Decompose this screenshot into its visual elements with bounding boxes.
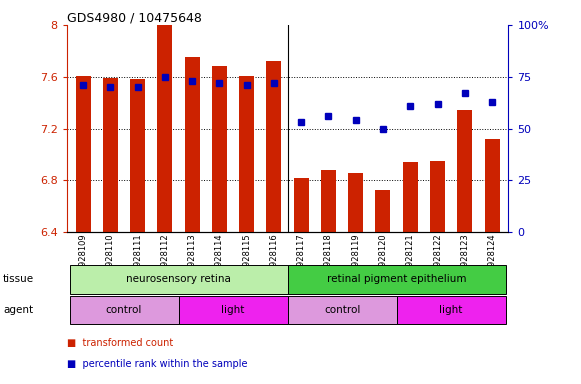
Bar [485, 139, 500, 232]
Bar [76, 76, 91, 232]
Bar [430, 161, 445, 232]
Text: ■  percentile rank within the sample: ■ percentile rank within the sample [67, 359, 248, 369]
Bar [321, 170, 336, 232]
Text: control: control [106, 305, 142, 315]
Text: agent: agent [3, 305, 33, 315]
Bar [157, 25, 173, 232]
Bar [294, 178, 309, 232]
Bar [103, 78, 118, 232]
Bar [375, 190, 390, 232]
Bar [185, 57, 200, 232]
Bar [239, 76, 254, 232]
Text: control: control [324, 305, 360, 315]
Bar [457, 111, 472, 232]
Bar [70, 296, 178, 324]
Bar [288, 296, 397, 324]
Text: retinal pigment epithelium: retinal pigment epithelium [327, 274, 467, 285]
Text: light: light [221, 305, 245, 315]
Text: GDS4980 / 10475648: GDS4980 / 10475648 [67, 12, 202, 25]
Bar [288, 265, 505, 294]
Bar [397, 296, 505, 324]
Bar [403, 162, 418, 232]
Bar [178, 296, 288, 324]
Bar [70, 265, 288, 294]
Text: neurosensory retina: neurosensory retina [126, 274, 231, 285]
Text: light: light [439, 305, 463, 315]
Bar [267, 61, 281, 232]
Bar [130, 79, 145, 232]
Bar [348, 173, 363, 232]
Bar [212, 66, 227, 232]
Text: tissue: tissue [3, 274, 34, 285]
Text: ■  transformed count: ■ transformed count [67, 338, 173, 348]
